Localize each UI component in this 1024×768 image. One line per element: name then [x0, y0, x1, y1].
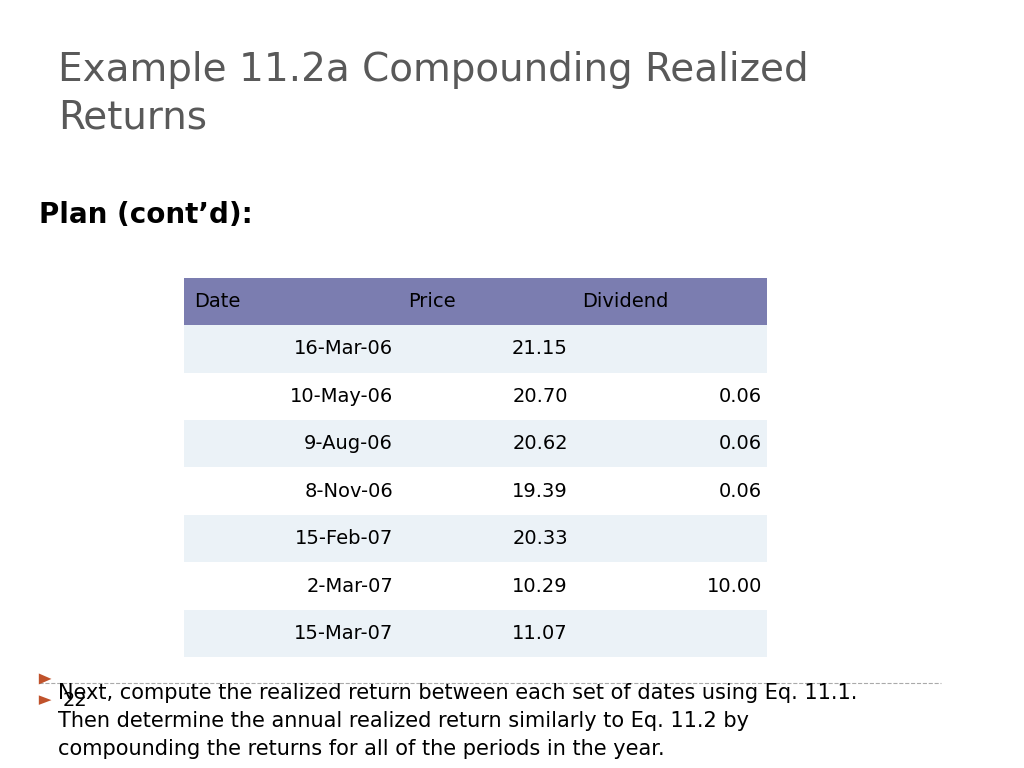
Text: 21.15: 21.15	[512, 339, 567, 359]
Text: Next, compute the realized return between each set of dates using Eq. 11.1.
Then: Next, compute the realized return betwee…	[58, 683, 858, 759]
Text: 0.06: 0.06	[719, 387, 762, 406]
Polygon shape	[39, 695, 51, 705]
Text: 15-Mar-07: 15-Mar-07	[294, 624, 393, 643]
Text: Plan (cont’d):: Plan (cont’d):	[39, 201, 253, 229]
Text: Example 11.2a Compounding Realized
Returns: Example 11.2a Compounding Realized Retur…	[58, 51, 809, 136]
Text: 0.06: 0.06	[719, 434, 762, 453]
Text: 16-Mar-06: 16-Mar-06	[294, 339, 393, 359]
Text: 0.06: 0.06	[719, 482, 762, 501]
Text: 11.07: 11.07	[512, 624, 567, 643]
Text: 15-Feb-07: 15-Feb-07	[295, 529, 393, 548]
Text: 8-Nov-06: 8-Nov-06	[304, 482, 393, 501]
FancyBboxPatch shape	[184, 562, 767, 610]
Text: Dividend: Dividend	[583, 292, 669, 311]
Text: 2-Mar-07: 2-Mar-07	[306, 577, 393, 596]
FancyBboxPatch shape	[184, 277, 767, 325]
Text: Price: Price	[408, 292, 456, 311]
Text: 20.33: 20.33	[512, 529, 567, 548]
Text: 19.39: 19.39	[512, 482, 567, 501]
FancyBboxPatch shape	[184, 420, 767, 468]
Text: 10-May-06: 10-May-06	[290, 387, 393, 406]
Text: 22: 22	[63, 690, 88, 710]
FancyBboxPatch shape	[184, 325, 767, 372]
Text: 20.70: 20.70	[512, 387, 567, 406]
Text: 20.62: 20.62	[512, 434, 567, 453]
Polygon shape	[39, 674, 51, 684]
FancyBboxPatch shape	[184, 468, 767, 515]
Text: 10.29: 10.29	[512, 577, 567, 596]
Text: Date: Date	[195, 292, 241, 311]
FancyBboxPatch shape	[184, 372, 767, 420]
FancyBboxPatch shape	[184, 515, 767, 562]
FancyBboxPatch shape	[184, 610, 767, 657]
Text: 10.00: 10.00	[707, 577, 762, 596]
Text: 9-Aug-06: 9-Aug-06	[304, 434, 393, 453]
